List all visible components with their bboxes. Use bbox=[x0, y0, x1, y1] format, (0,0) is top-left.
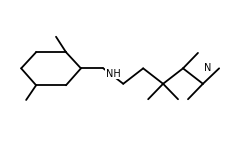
Text: NH: NH bbox=[106, 69, 121, 78]
Text: N: N bbox=[204, 63, 212, 73]
